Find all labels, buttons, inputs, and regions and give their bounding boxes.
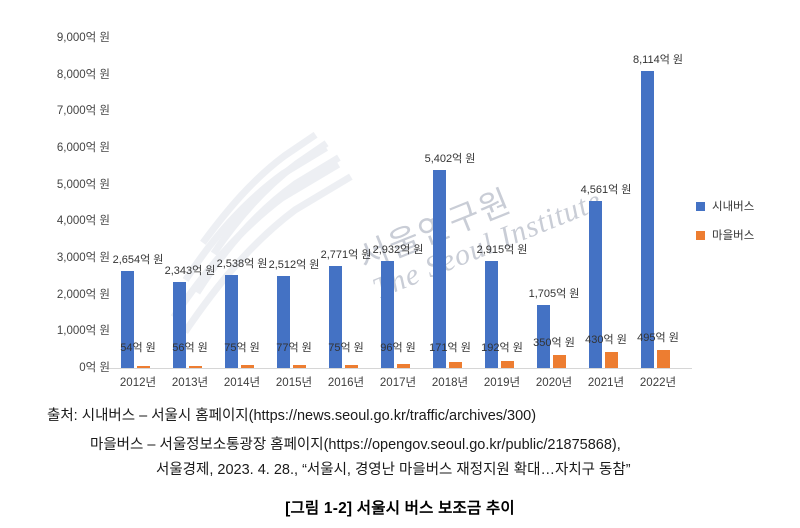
y-axis-tick-label: 2,000억 원 [56,288,110,301]
x-axis-tick-label: 2015년 [275,377,313,389]
bar-maeul-bus [605,352,618,368]
y-axis-tick-label: 4,000억 원 [56,215,110,228]
y-axis-tick-label: 5,000억 원 [56,178,110,191]
bar-maeul-bus [657,349,670,368]
value-label-sinae-bus: 8,114억 원 [632,53,684,66]
value-label-maeul-bus: 171억 원 [429,342,471,354]
value-label-sinae-bus: 2,915억 원 [476,244,528,257]
bar-sinae-bus [121,270,134,368]
value-label-sinae-bus: 2,538억 원 [216,257,268,270]
source-note-line-1: 출처: 시내버스 – 서울시 홈페이지(https://news.seoul.g… [47,408,537,424]
bar-group: 2,538억 원 75억 원 [216,38,268,368]
bar-group: 2,512억 원 77억 원 [268,38,320,368]
bar-sinae-bus [485,261,498,368]
bar-maeul-bus [137,366,150,368]
bar-maeul-bus [397,364,410,368]
bar-maeul-bus [553,355,566,368]
bar-sinae-bus [173,282,186,368]
x-axis-tick-label: 2020년 [535,377,573,389]
legend-item[interactable]: 시내버스 [696,198,754,214]
figure-chart: 서울연구원 The Seoul Institute 9,000억 원8,000억… [10,0,754,396]
x-axis-tick-label: 2016년 [327,377,365,389]
y-axis: 9,000억 원 8,000억 원 7,000억 원 6,000억 원 5,000억 원… [10,0,110,396]
value-label-maeul-bus: 75억 원 [328,342,364,354]
y-axis-tick-label: 6,000억 원 [56,142,110,154]
bar-maeul-bus [189,365,202,368]
value-label-sinae-bus: 2,512억 원 [268,258,320,271]
bar-sinae-bus [225,274,238,368]
x-axis-tick-label: 2017년 [379,377,417,389]
value-label-maeul-bus: 75억 원 [224,342,260,354]
legend-item[interactable]: 마을버스 [696,227,754,243]
bar-group: 2,771억 원 75억 원 [320,38,372,368]
x-axis-tick-label: 2014년 [223,377,261,389]
bar-group: 5,402억 원 171억 원 [424,38,476,368]
bar-maeul-bus [501,360,514,368]
x-axis-tick-label: 2021년 [587,377,625,389]
value-label-sinae-bus: 4,561억 원 [580,183,632,196]
value-label-maeul-bus: 54억 원 [120,342,156,354]
bar-group: 2,343억 원 56억 원 [164,38,216,368]
bar-group: 2,915억 원 192억 원 [476,38,528,368]
value-label-sinae-bus: 2,343억 원 [164,265,216,278]
y-axis-tick-label: 9,000억 원 [56,32,110,44]
value-label-maeul-bus: 430억 원 [585,334,627,347]
legend-swatch-icon [696,230,705,240]
value-label-sinae-bus: 2,771억 원 [320,249,372,262]
x-axis-tick-label: 2018년 [431,377,469,389]
legend-label: 마을버스 [712,230,755,242]
bar-group: 8,114억 원 495억 원 [632,38,684,368]
bar-group: 4,561억 원 430억 원 [580,38,632,368]
value-label-maeul-bus: 56억 원 [172,342,208,354]
legend-swatch-icon [696,201,705,211]
value-label-maeul-bus: 77억 원 [276,342,312,354]
value-label-sinae-bus: 5,402억 원 [424,152,476,165]
x-axis-tick-label: 2019년 [483,377,521,389]
x-axis-tick-label: 2012년 [119,377,157,389]
value-label-sinae-bus: 1,705억 원 [528,288,580,301]
source-note-line-2: 마을버스 – 서울정보소통광장 홈페이지(https://opengov.seo… [90,437,621,453]
legend-label: 시내버스 [712,201,755,213]
bar-group: 2,932억 원 96억 원 [372,38,424,368]
value-label-maeul-bus: 350억 원 [533,337,575,350]
x-axis-tick-label: 2022년 [639,377,677,389]
y-axis-tick-label: 0억 원 [79,362,110,374]
bar-sinae-bus [433,169,446,368]
value-label-maeul-bus: 96억 원 [380,342,416,354]
bar-sinae-bus [589,200,602,368]
bar-maeul-bus [449,361,462,368]
bar-sinae-bus [277,275,290,368]
bar-maeul-bus [293,365,306,368]
bar-sinae-bus [641,70,654,368]
axis-baseline [108,368,692,369]
y-axis-tick-label: 7,000억 원 [56,105,110,118]
y-axis-tick-label: 8,000억 원 [56,68,110,81]
figure-caption: [그림 1-2] 서울시 버스 보조금 추이 [285,500,515,517]
bar-group: 2,654억 원 54억 원 [112,38,164,368]
x-axis-tick-label: 2013년 [171,377,209,389]
y-axis-tick-label: 1,000억 원 [56,325,110,338]
bar-group: 1,705억 원 350억 원 [528,38,580,368]
bar-sinae-bus [537,305,550,368]
y-axis-tick-label: 3,000억 원 [56,252,110,264]
value-label-maeul-bus: 495억 원 [637,331,679,344]
bar-sinae-bus [381,260,394,368]
bar-maeul-bus [345,365,358,368]
value-label-maeul-bus: 192억 원 [481,342,523,354]
value-label-sinae-bus: 2,932억 원 [372,243,424,256]
bar-maeul-bus [241,365,254,368]
source-note-line-3: 서울경제, 2023. 4. 28., “서울시, 경영난 마을버스 재정지원 … [156,462,631,478]
value-label-sinae-bus: 2,654억 원 [112,253,164,266]
